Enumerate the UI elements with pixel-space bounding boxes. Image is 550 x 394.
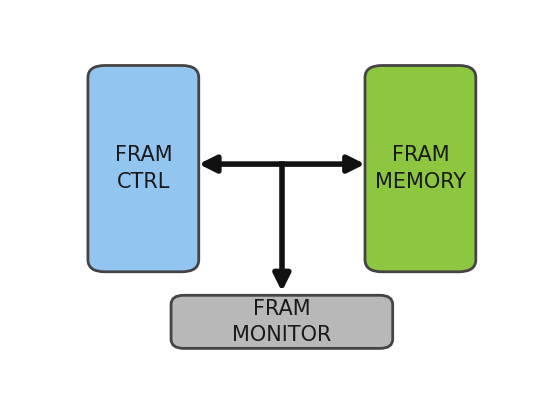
Text: FRAM
CTRL: FRAM CTRL — [114, 145, 172, 192]
Text: FRAM
MEMORY: FRAM MEMORY — [375, 145, 466, 192]
FancyBboxPatch shape — [171, 295, 393, 348]
Text: FRAM
MONITOR: FRAM MONITOR — [232, 299, 332, 345]
FancyBboxPatch shape — [365, 65, 476, 272]
FancyBboxPatch shape — [88, 65, 199, 272]
